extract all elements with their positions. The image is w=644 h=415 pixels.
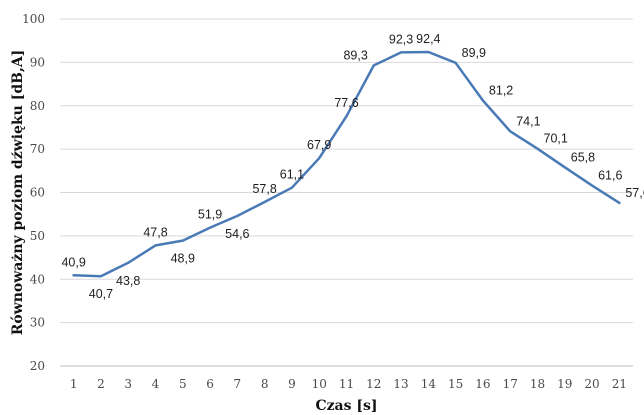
data-label: 70,1 bbox=[544, 132, 568, 146]
x-tick-label: 16 bbox=[475, 377, 490, 391]
x-tick-label: 13 bbox=[393, 377, 408, 391]
y-tick-label: 50 bbox=[30, 229, 45, 243]
data-label: 65,8 bbox=[571, 150, 595, 164]
y-tick-label: 20 bbox=[30, 359, 45, 373]
y-tick-label: 60 bbox=[30, 186, 45, 200]
x-axis-ticks: 1 2 3 4 5 6 7 8 9 10 11 12 13 14 15 16 17 18 19 20 21 bbox=[70, 377, 627, 391]
x-tick-label: 21 bbox=[612, 377, 627, 391]
y-axis-title: Równoważny poziom dźwięku [dB,A] bbox=[10, 50, 26, 336]
data-label: 74,1 bbox=[516, 114, 540, 128]
y-tick-label: 80 bbox=[30, 99, 45, 113]
x-tick-label: 9 bbox=[288, 377, 296, 391]
x-tick-label: 6 bbox=[206, 377, 214, 391]
data-label: 89,9 bbox=[462, 46, 486, 60]
data-label: 43,8 bbox=[116, 274, 140, 288]
data-labels: 40,9 40,743,8 47,8 48,9 51,954,6 57,8 61,1 67,9… bbox=[61, 32, 644, 301]
data-label: 48,9 bbox=[171, 252, 195, 266]
y-tick-label: 70 bbox=[30, 142, 45, 156]
y-axis-ticks: 20 30 40 50 60 70 80 90 100 bbox=[22, 12, 45, 373]
x-tick-label: 14 bbox=[421, 377, 437, 391]
x-tick-label: 20 bbox=[584, 377, 599, 391]
y-tick-label: 90 bbox=[30, 55, 45, 69]
gridlines bbox=[60, 18, 633, 324]
x-tick-label: 2 bbox=[97, 377, 105, 391]
data-label: 57,6 bbox=[625, 186, 644, 200]
x-tick-label: 15 bbox=[448, 377, 463, 391]
data-label: 92,3 bbox=[389, 32, 413, 46]
data-label: 47,8 bbox=[143, 225, 167, 239]
y-tick-label: 40 bbox=[30, 272, 45, 286]
y-tick-label: 100 bbox=[22, 12, 45, 26]
data-label: 77,6 bbox=[334, 96, 358, 110]
x-tick-label: 11 bbox=[339, 377, 354, 391]
data-label: 61,1 bbox=[280, 168, 304, 182]
x-tick-label: 5 bbox=[179, 377, 187, 391]
data-label: 40,7 bbox=[89, 287, 113, 301]
data-label: 40,9 bbox=[61, 255, 85, 269]
data-label: 54,6 bbox=[225, 227, 249, 241]
data-label: 61,6 bbox=[598, 169, 622, 183]
data-label: 81,2 bbox=[489, 84, 513, 98]
data-label: 92,4 bbox=[416, 32, 440, 46]
x-tick-label: 12 bbox=[366, 377, 381, 391]
x-tick-label: 18 bbox=[530, 377, 545, 391]
data-label: 57,8 bbox=[252, 182, 276, 196]
x-tick-label: 17 bbox=[503, 377, 518, 391]
x-tick-label: 10 bbox=[312, 377, 327, 391]
x-axis-title: Czas [s] bbox=[315, 398, 377, 414]
y-tick-label: 30 bbox=[30, 316, 45, 330]
x-tick-label: 3 bbox=[124, 377, 132, 391]
data-label: 51,9 bbox=[198, 208, 222, 222]
x-tick-label: 8 bbox=[261, 377, 269, 391]
data-label: 89,3 bbox=[343, 48, 367, 62]
x-tick-label: 19 bbox=[557, 377, 572, 391]
x-tick-label: 4 bbox=[152, 377, 160, 391]
data-label: 67,9 bbox=[307, 138, 331, 152]
x-tick-label: 1 bbox=[70, 377, 78, 391]
x-tick-label: 7 bbox=[234, 377, 242, 391]
series-line bbox=[72, 50, 621, 278]
